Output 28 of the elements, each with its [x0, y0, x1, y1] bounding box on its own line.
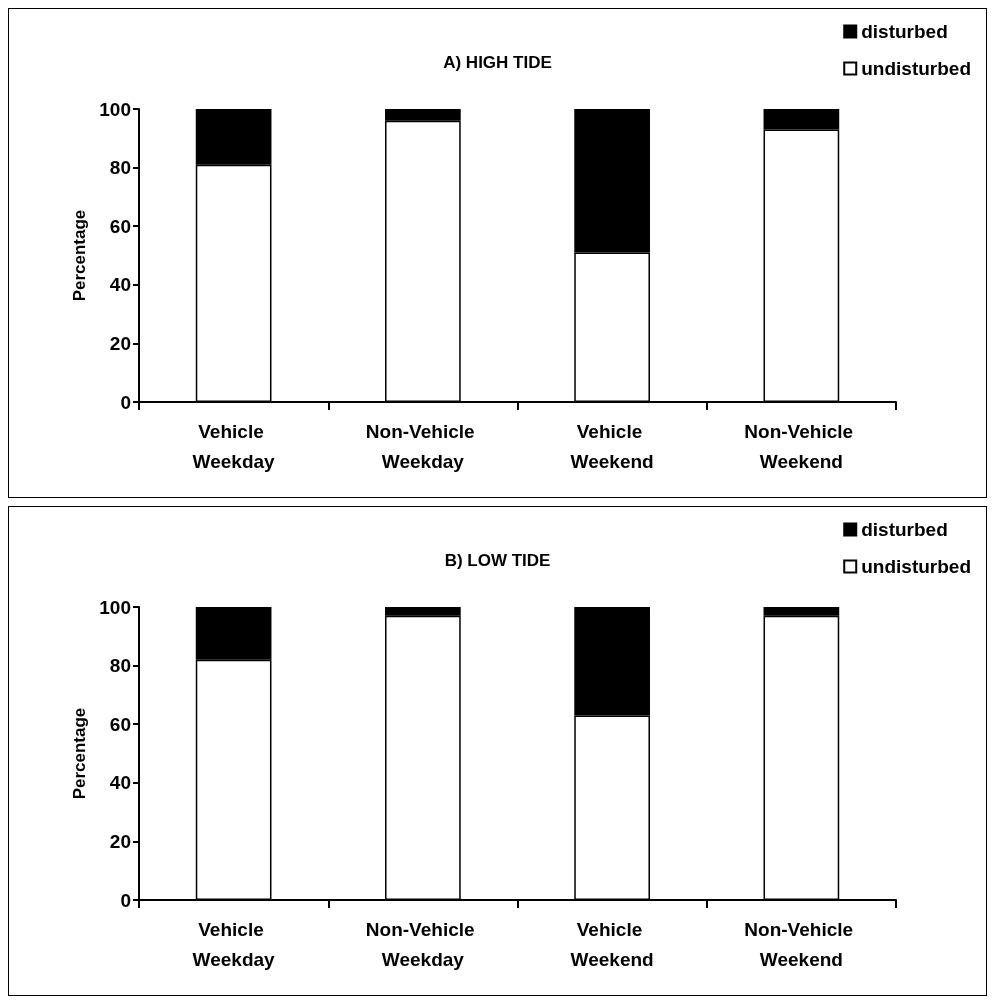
y-tick-label: 80 — [109, 655, 131, 677]
x-tick-label: Vehicle Weekday — [192, 918, 276, 970]
x-tick-label: Non-Vehicle Weekday — [365, 420, 480, 472]
chart-title: B) LOW TIDE — [444, 551, 551, 570]
x-tick-label: Non-Vehicle Weekend — [744, 420, 859, 472]
x-tick-label: Non-Vehicle Weekend — [744, 918, 859, 970]
chart-title: A) HIGH TIDE — [443, 53, 552, 72]
x-tick-label: Vehicle Weekday — [192, 420, 276, 472]
x-tick-label: Vehicle Weekend — [570, 918, 654, 970]
legend-label: disturbed — [861, 519, 948, 540]
y-tick-label: 100 — [99, 596, 131, 618]
y-tick-label: 60 — [109, 713, 131, 735]
x-tick-label: Non-Vehicle Weekday — [365, 918, 480, 970]
y-tick-label: 100 — [99, 98, 131, 120]
legend-label: undisturbed — [861, 58, 972, 79]
legend-label: undisturbed — [861, 556, 972, 577]
y-tick-label: 20 — [109, 332, 131, 354]
y-tick-label: 20 — [109, 830, 131, 852]
y-tick-label: 40 — [109, 274, 131, 296]
y-tick-label: 0 — [120, 889, 131, 911]
y-tick-label: 40 — [109, 772, 131, 794]
y-tick-label: 80 — [109, 157, 131, 179]
y-axis-title: Percentage — [70, 707, 90, 800]
y-tick-label: 0 — [120, 391, 131, 413]
y-tick-label: 60 — [109, 215, 131, 237]
y-axis-title: Percentage — [70, 209, 90, 302]
legend-label: disturbed — [861, 21, 948, 42]
x-tick-label: Vehicle Weekend — [570, 420, 654, 472]
